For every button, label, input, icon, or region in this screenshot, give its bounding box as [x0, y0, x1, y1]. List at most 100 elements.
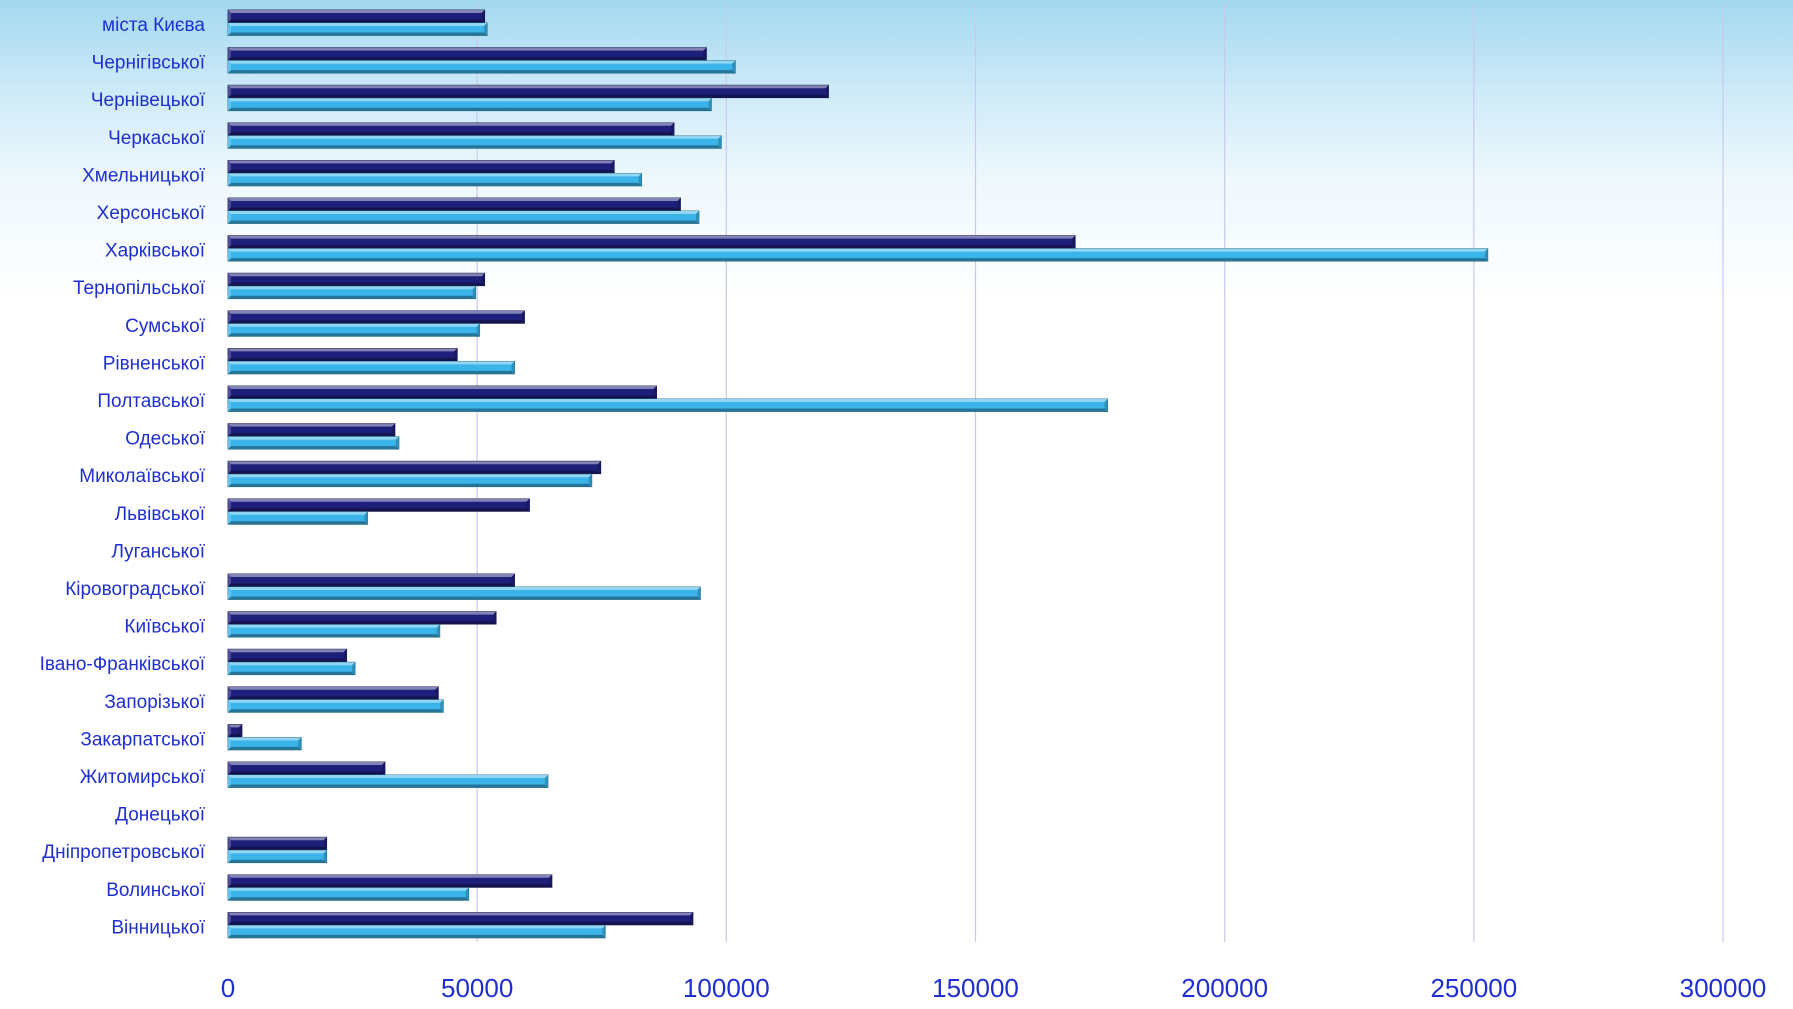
bar-bevel-bottom — [228, 282, 485, 286]
bar-bevel-start — [228, 85, 231, 98]
bar-bevel-end — [352, 662, 356, 675]
bar-bevel-start — [228, 160, 231, 173]
category-label: Рівненської — [103, 353, 206, 374]
bar-bevel-end — [638, 173, 642, 186]
category-axis: міста Києва Чернігівської Чернівецької Черк… — [40, 15, 206, 938]
bar-bevel-end — [484, 23, 488, 36]
bar-bevel-start — [228, 511, 231, 525]
bar-bevel-bottom — [228, 583, 515, 587]
bar-bevel-bottom — [228, 220, 699, 224]
bar — [227, 724, 243, 738]
bar-bevel-bottom — [228, 470, 601, 474]
bar — [227, 586, 701, 600]
bar-bevel-start — [228, 850, 231, 863]
bar — [227, 398, 1108, 412]
bar-bevel-bottom — [228, 132, 675, 136]
bar-bevel-end — [343, 649, 347, 662]
bar-bevel-start — [228, 47, 231, 61]
bar-bevel-end — [1104, 399, 1108, 412]
bar-bevel-bottom — [228, 483, 592, 487]
category-label: Донецької — [115, 805, 206, 826]
category-label: Миколаївської — [79, 466, 205, 487]
bar-bevel-end — [597, 461, 601, 474]
bar-bevel-end — [493, 611, 497, 625]
bar-bevel-end — [238, 724, 242, 737]
bar — [227, 511, 368, 525]
bar-bevel-start — [228, 348, 231, 361]
bar-bevel-top — [228, 887, 469, 891]
bar — [227, 97, 712, 112]
bar — [227, 9, 486, 23]
bar-bevel-top — [228, 47, 707, 51]
bar-bevel-top — [228, 323, 480, 327]
category-label: Чернігівської — [92, 53, 206, 74]
bar-bevel-top — [228, 611, 497, 615]
bar-bevel-bottom — [228, 884, 552, 888]
x-tick-label: 100000 — [683, 973, 770, 1003]
x-tick-label: 0 — [221, 973, 235, 1003]
bar — [227, 925, 606, 939]
bar-bevel-end — [323, 850, 327, 863]
bar-bevel-bottom — [228, 446, 399, 450]
bar-bevel-start — [228, 498, 231, 512]
bar-bevel-top — [228, 211, 699, 214]
bar-bevel-bottom — [228, 671, 356, 675]
bar-bevel-end — [465, 887, 469, 901]
bar-bevel-top — [228, 173, 642, 177]
bar-bevel-end — [653, 386, 657, 399]
bar-bevel-end — [476, 323, 480, 337]
bar-bevel-end — [732, 60, 736, 74]
bar-bevel-start — [228, 122, 231, 136]
bar — [227, 473, 593, 488]
bar-bevel-start — [228, 912, 231, 925]
bar-bevel-start — [228, 98, 231, 111]
bar-bevel-end — [697, 587, 701, 600]
bar-bevel-top — [228, 286, 476, 290]
bar-bevel-start — [228, 273, 231, 286]
bar — [227, 248, 1489, 262]
x-tick-label: 300000 — [1680, 973, 1767, 1003]
bar-bevel-start — [228, 423, 231, 437]
bar-bevel-start — [228, 624, 231, 638]
bar-bevel-bottom — [228, 733, 242, 737]
bar-bevel-end — [511, 574, 515, 587]
bar — [227, 498, 530, 512]
bar — [227, 347, 458, 362]
bar-bevel-start — [228, 874, 231, 888]
bar-bevel-start — [228, 887, 231, 901]
bar — [227, 761, 386, 775]
bar — [227, 60, 736, 74]
bar-bevel-start — [228, 436, 231, 450]
bar-bevel-end — [436, 624, 440, 638]
bar-bevel-bottom — [228, 433, 395, 437]
bar-bevel-end — [825, 85, 829, 98]
bar-bevel-end — [602, 925, 606, 938]
bar-bevel-top — [228, 310, 525, 314]
bar — [227, 310, 525, 324]
bar-bevel-top — [228, 574, 515, 577]
category-label: Черкаської — [108, 128, 206, 149]
category-label: Хмельницької — [82, 165, 206, 186]
bar-layer — [227, 9, 1489, 939]
bar-bevel-top — [228, 662, 356, 666]
bar-bevel-start — [228, 399, 231, 412]
category-label: Сумської — [125, 316, 206, 337]
bar-bevel-bottom — [228, 295, 476, 299]
bar — [227, 460, 602, 475]
category-label: Херсонської — [97, 203, 206, 224]
bar-bevel-bottom — [228, 897, 469, 901]
bar-bevel-bottom — [228, 658, 347, 662]
category-label: Чернівецької — [91, 90, 206, 111]
bar-bevel-top — [228, 624, 440, 628]
bar — [227, 385, 657, 399]
bar-bevel-bottom — [228, 771, 385, 775]
bar-bevel-end — [588, 474, 592, 487]
bar-bevel-top — [228, 762, 385, 765]
category-label: міста Києва — [102, 15, 205, 36]
bar — [227, 285, 477, 300]
bar-bevel-bottom — [228, 32, 488, 36]
bar-bevel-bottom — [228, 370, 515, 374]
category-label: Закарпатської — [80, 729, 205, 750]
bar-bevel-end — [395, 436, 399, 450]
bar-bevel-top — [228, 361, 515, 365]
